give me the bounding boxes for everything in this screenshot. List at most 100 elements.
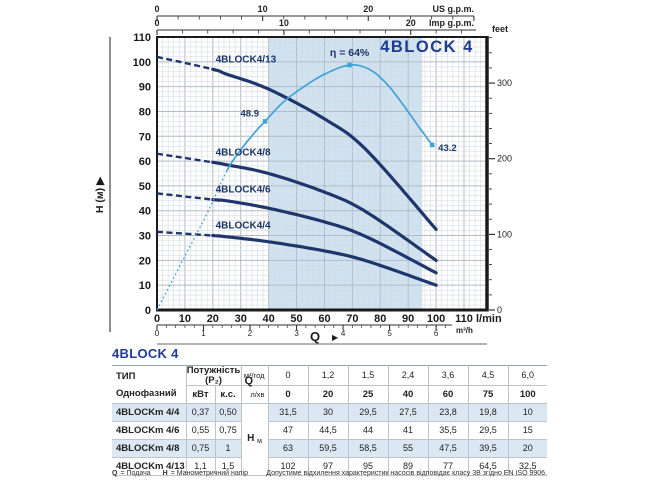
axis-label: 50 bbox=[290, 313, 302, 325]
axes: 0 10 20 US g.p.m.0 10 20 Imp g.p.m.feet0100200… bbox=[94, 4, 512, 345]
y-axis-title: H (м) ▶ bbox=[94, 176, 106, 213]
efficiency-value-label: 48.9 bbox=[241, 108, 260, 119]
curve-label: 4BLOCK4/4 bbox=[216, 221, 271, 232]
head-value: 97 bbox=[308, 457, 349, 476]
legend-h-symbol: H bbox=[162, 470, 168, 477]
head-value: 32,5 bbox=[508, 457, 548, 476]
table-row: 4BLOCKm 4/6 0,55 0,75 47 44,5 44 41 35,5… bbox=[112, 421, 548, 440]
q-m3h-value: 1,5 bbox=[348, 365, 389, 386]
axis-label: 0 bbox=[155, 329, 160, 338]
axis-label: 80 bbox=[374, 313, 386, 325]
m3h-unit: m³/h bbox=[456, 326, 473, 335]
model-label: 4BLOCKm 4/6 bbox=[112, 421, 187, 440]
head-value: 39,5 bbox=[468, 439, 509, 458]
hp-value: 1 bbox=[215, 439, 242, 458]
feet-unit: feet bbox=[492, 24, 508, 34]
power-header: Потужність (P₂) bbox=[186, 365, 242, 386]
head-value: 47 bbox=[268, 421, 309, 440]
head-value: 19,8 bbox=[468, 403, 509, 422]
axis-label: 0 bbox=[145, 305, 151, 317]
q-m3h-value: 3,6 bbox=[428, 365, 469, 386]
axis-label: 10 bbox=[258, 4, 268, 14]
axis-label: 40 bbox=[139, 206, 151, 218]
hp-value: 0,50 bbox=[215, 403, 242, 422]
q-unit-lmin: л/хв bbox=[241, 385, 269, 404]
axis-label: 40 bbox=[263, 313, 275, 325]
curve-4block4-4 bbox=[211, 233, 438, 287]
axis-label: 100 bbox=[133, 57, 151, 69]
q-lmin-value: 75 bbox=[468, 385, 509, 404]
curve-label: 4BLOCK4/6 bbox=[216, 185, 271, 196]
table-row: 4BLOCKm 4/8 0,75 1 63 59,5 58,5 55 47,5 … bbox=[112, 439, 548, 458]
hp-value: 0,75 bbox=[215, 421, 242, 440]
q-unit-m3h: Q м³/год bbox=[241, 365, 269, 387]
head-value: 63 bbox=[268, 439, 309, 458]
head-value: 27,5 bbox=[388, 403, 429, 422]
curve-dashed-4block4-4 bbox=[156, 230, 213, 237]
q-lmin-value: 100 bbox=[508, 385, 548, 404]
us-gpm-unit: US g.p.m. bbox=[432, 4, 474, 14]
curve-4block4-13 bbox=[211, 67, 438, 231]
head-value: 95 bbox=[348, 457, 389, 476]
kw-value: 1,1 bbox=[186, 457, 216, 476]
pump-curves bbox=[156, 55, 438, 287]
table-title: 4BLOCK 4 bbox=[112, 346, 179, 361]
curve-label: 4BLOCK4/13 bbox=[216, 54, 277, 65]
chart-labels: 4BLOCK 4 4BLOCK4/13 4BLOCK4/8 4BLOCK4/6 4BLO… bbox=[216, 38, 473, 232]
axis-label: 3 bbox=[294, 329, 299, 338]
axis-label: 20 bbox=[406, 18, 416, 28]
axis-label: 10 bbox=[179, 313, 191, 325]
head-value: 55 bbox=[388, 439, 429, 458]
axis-label: 80 bbox=[139, 106, 151, 118]
q-header: Q bbox=[244, 375, 254, 387]
axis-label: 0 bbox=[497, 305, 502, 315]
efficiency-curve-dotted bbox=[156, 170, 228, 311]
axis-label: 0 bbox=[154, 4, 159, 14]
operating-band bbox=[268, 37, 423, 310]
axis-label: 110 bbox=[455, 313, 473, 325]
head-value: 47,5 bbox=[428, 439, 469, 458]
efficiency-marker bbox=[262, 119, 268, 124]
model-label: 4BLOCKm 4/8 bbox=[112, 439, 187, 458]
axis-label: 5 bbox=[387, 329, 392, 338]
pump-performance-chart: 0 10 20 US g.p.m.0 10 20 Imp g.p.m.feet0100200… bbox=[94, 4, 512, 345]
q-m3h-value: 0 bbox=[268, 365, 309, 386]
head-value: 58,5 bbox=[348, 439, 389, 458]
axis-label: 0 bbox=[154, 18, 159, 28]
curve-dashed-4block4-6 bbox=[156, 192, 213, 201]
axis-label: 4 bbox=[341, 329, 346, 338]
head-value: 15 bbox=[508, 421, 548, 440]
footnotes: Q = Подача H = Манометричний напір Допустим… bbox=[112, 470, 547, 477]
curve-4block4-8 bbox=[211, 160, 438, 262]
head-value: 44 bbox=[348, 421, 389, 440]
efficiency-curve bbox=[156, 62, 435, 311]
head-unit-cell: H м bbox=[241, 403, 269, 476]
head-value: 29,5 bbox=[348, 403, 389, 422]
q-m3h-value: 4,5 bbox=[468, 365, 509, 386]
axis-label: 60 bbox=[318, 313, 330, 325]
axis-label: 90 bbox=[139, 82, 151, 94]
legend-q-symbol: Q bbox=[112, 470, 118, 477]
q-lmin-value: 0 bbox=[268, 385, 309, 404]
curve-label: 4BLOCK4/8 bbox=[216, 147, 271, 158]
axis-label: 20 bbox=[363, 4, 373, 14]
table-row: 4BLOCKm 4/4 0,37 0,50 H м 31,5 30 29,5 2… bbox=[112, 403, 548, 476]
axis-label: 6 bbox=[434, 329, 439, 338]
head-value: 10 bbox=[508, 403, 548, 422]
flow-axis-title: Q bbox=[310, 329, 320, 344]
axis-label: 30 bbox=[235, 313, 247, 325]
head-value: 89 bbox=[388, 457, 429, 476]
axis-label: 70 bbox=[346, 313, 358, 325]
lmin-unit: l/min bbox=[476, 313, 502, 325]
efficiency-value-label: η = 64% bbox=[330, 47, 370, 59]
head-value: 35,5 bbox=[428, 421, 469, 440]
axis-label: 20 bbox=[139, 255, 151, 267]
q-lmin-value: 40 bbox=[388, 385, 429, 404]
efficiency-marker bbox=[429, 142, 435, 148]
model-label: 4BLOCKm 4/13 bbox=[112, 457, 187, 476]
q-lmin-value: 25 bbox=[348, 385, 389, 404]
q-m3h-value: 1,2 bbox=[308, 365, 349, 386]
head-value: 77 bbox=[428, 457, 469, 476]
recommended-range-band bbox=[268, 37, 423, 310]
